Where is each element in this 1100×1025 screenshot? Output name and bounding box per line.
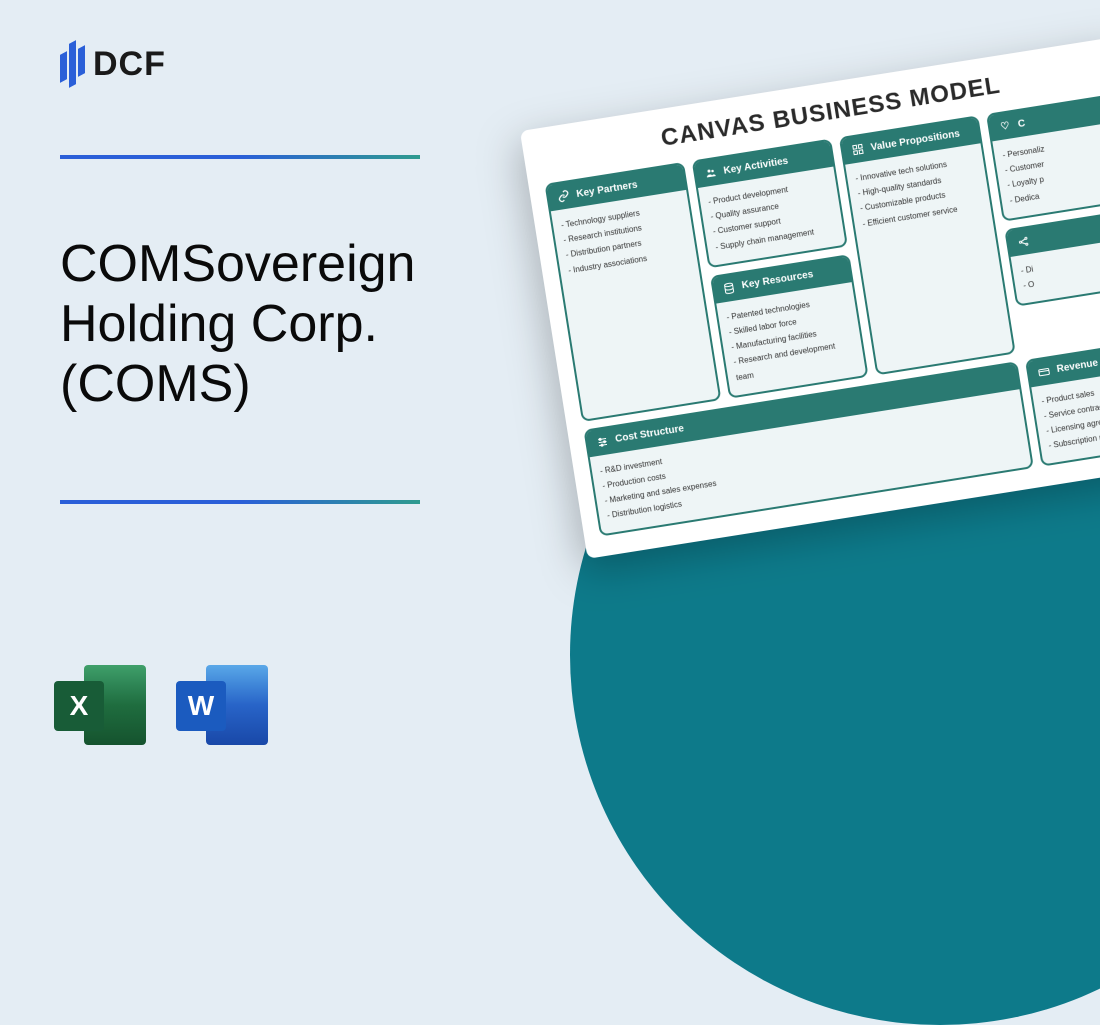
block-body: Patented technologiesSkilled labor force…	[716, 282, 866, 396]
block-key-activities: Key Activities Product developmentQualit…	[692, 139, 848, 268]
sliders-icon	[595, 434, 611, 450]
logo-bars-icon	[60, 42, 85, 86]
block-value-propositions: Value Propositions Innovative tech solut…	[839, 115, 1016, 375]
divider-top	[60, 155, 420, 159]
block-label: Revenue S	[1056, 356, 1100, 375]
block-label: Key Activities	[723, 155, 789, 176]
block-key-resources: Key Resources Patented technologiesSkill…	[710, 254, 869, 398]
block-channels: DiO	[1004, 207, 1100, 306]
block-label: Key Resources	[741, 269, 814, 291]
block-label: C	[1017, 118, 1026, 130]
database-icon	[721, 280, 737, 296]
link-icon	[556, 188, 572, 204]
logo-text: DCF	[93, 45, 166, 84]
block-key-partners: Key Partners Technology suppliersResearc…	[544, 162, 721, 422]
block-customer-relationships: ♡ C PersonalizCustomerLoyalty pDedica	[986, 92, 1100, 221]
share-icon	[1015, 234, 1031, 250]
excel-icon: X	[54, 659, 146, 751]
file-icons: X W	[54, 659, 268, 751]
block-label: Cost Structure	[614, 423, 684, 445]
block-revenue-streams: Revenue S Product salesService contracts…	[1025, 338, 1100, 467]
grid-icon	[850, 142, 866, 158]
block-label: Key Partners	[576, 179, 639, 200]
divider-bottom	[60, 500, 420, 504]
people-icon	[703, 165, 719, 181]
card-icon	[1036, 364, 1052, 380]
heart-icon: ♡	[997, 118, 1013, 134]
canvas-preview: CANVAS BUSINESS MODEL Key Partners Techn…	[520, 34, 1100, 559]
page-title: COMSovereign Holding Corp. (COMS)	[60, 235, 500, 414]
logo: DCF	[60, 42, 166, 86]
word-icon: W	[176, 659, 268, 751]
